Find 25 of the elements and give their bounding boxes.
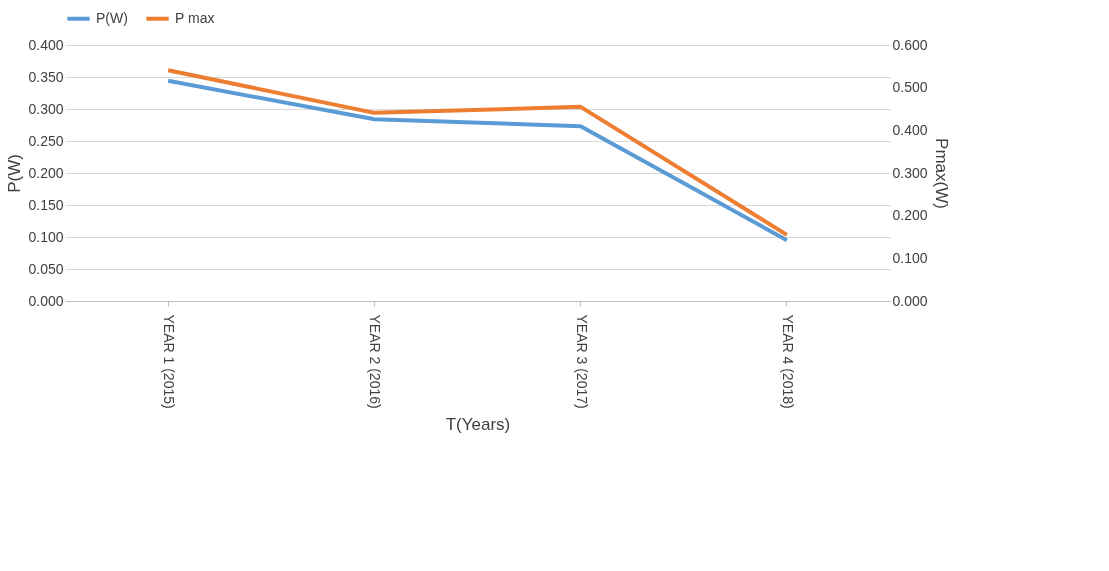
y-tick-label: 0.150 [28, 196, 64, 213]
y-axis-title: P(W) [5, 154, 25, 193]
y2-tick-label: 0.600 [892, 36, 928, 53]
x-axis-title: T(Years) [445, 414, 511, 434]
legend-label: P max [175, 9, 215, 26]
y-tick-label: 0.100 [28, 228, 64, 245]
y2-tick-label: 0.300 [892, 164, 928, 181]
y-tick-label: 0.000 [28, 292, 64, 309]
x-tick-label: YEAR 3 (2017) [573, 314, 590, 409]
y-tick-label: 0.350 [28, 68, 64, 85]
y-tick-label: 0.400 [28, 36, 64, 53]
legend-label: P(W) [96, 9, 128, 26]
y2-tick-label: 0.000 [892, 292, 928, 309]
y2-tick-label: 0.200 [892, 207, 928, 224]
x-tick-label: YEAR 2 (2016) [367, 314, 384, 409]
x-tick-label: YEAR 1 (2015) [161, 314, 178, 409]
y2-tick-label: 0.100 [892, 249, 928, 266]
y2-axis-title: Pmax(W) [931, 138, 951, 209]
y2-tick-label: 0.500 [892, 79, 928, 96]
y-tick-label: 0.050 [28, 260, 64, 277]
y-tick-label: 0.200 [28, 164, 64, 181]
y2-tick-label: 0.400 [892, 121, 928, 138]
x-tick-label: YEAR 4 (2018) [779, 314, 796, 409]
y-tick-label: 0.250 [28, 132, 64, 149]
y-tick-label: 0.300 [28, 100, 64, 117]
